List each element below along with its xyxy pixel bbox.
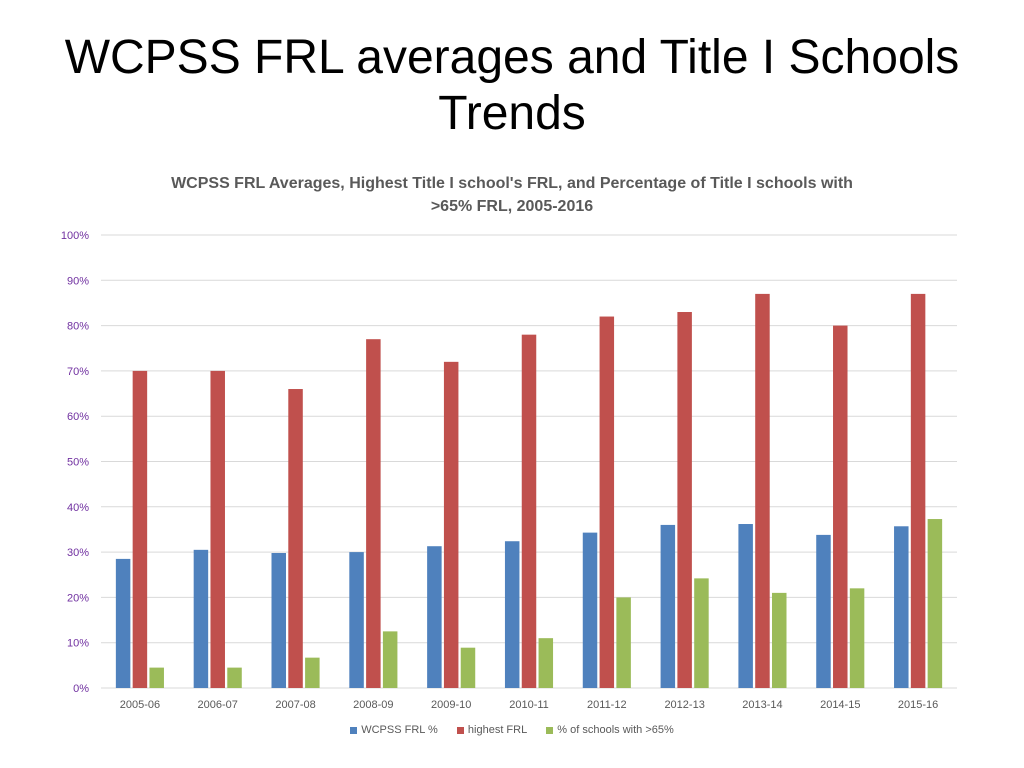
y-tick-label: 40% xyxy=(67,502,89,514)
bar xyxy=(755,293,770,688)
bar xyxy=(660,524,676,688)
bar xyxy=(460,647,476,688)
legend-swatch-wcpss xyxy=(350,726,358,734)
bar xyxy=(427,546,442,688)
bar xyxy=(305,657,320,688)
slide-title: WCPSS FRL averages and Title I Schools T… xyxy=(0,30,1024,142)
legend-label-wcpss: WCPSS FRL % xyxy=(361,724,438,737)
bar xyxy=(382,631,398,688)
y-tick-label: 20% xyxy=(67,592,89,604)
y-tick-label: 70% xyxy=(67,366,89,378)
x-tick-label: 2012-13 xyxy=(664,699,704,711)
bar xyxy=(288,389,303,688)
legend-swatch-highest xyxy=(456,726,464,734)
bar xyxy=(115,558,131,688)
x-tick-label: 2005-06 xyxy=(120,699,160,711)
bar xyxy=(816,534,831,688)
legend-item-highest: highest FRL xyxy=(456,724,528,737)
bar xyxy=(521,334,537,688)
bar xyxy=(210,370,225,688)
bar xyxy=(538,638,554,688)
bar xyxy=(599,316,615,688)
bar xyxy=(772,592,787,688)
legend-swatch-schools xyxy=(546,726,554,734)
x-tick-label: 2011-12 xyxy=(587,699,627,711)
legend-label-schools: % of schools with >65% xyxy=(557,724,674,737)
chart-title: WCPSS FRL Averages, Highest Title I scho… xyxy=(112,172,912,218)
y-tick-label: 90% xyxy=(67,275,89,287)
bar xyxy=(833,325,848,688)
y-tick-label: 50% xyxy=(67,457,89,469)
legend-item-schools: % of schools with >65% xyxy=(546,724,674,737)
bar xyxy=(677,312,692,688)
x-tick-label: 2010-11 xyxy=(509,699,549,711)
x-tick-label: 2009-10 xyxy=(431,699,471,711)
y-tick-label: 30% xyxy=(67,547,89,559)
x-tick-label: 2015-16 xyxy=(898,699,938,711)
bar xyxy=(504,541,520,688)
bar xyxy=(894,526,909,688)
bar xyxy=(271,553,286,688)
legend-item-wcpss: WCPSS FRL % xyxy=(350,724,438,736)
y-tick-label: 0% xyxy=(73,683,89,695)
bar xyxy=(582,532,598,688)
bar xyxy=(227,667,242,688)
x-tick-label: 2008-09 xyxy=(353,699,393,711)
bar xyxy=(738,524,753,688)
x-tick-label: 2013-14 xyxy=(742,699,782,711)
bar xyxy=(849,588,865,688)
bar xyxy=(927,519,943,688)
x-tick-label: 2006-07 xyxy=(198,699,238,711)
bar xyxy=(694,578,709,688)
bar xyxy=(193,549,209,688)
x-tick-label: 2007-08 xyxy=(275,699,315,711)
bar xyxy=(132,370,148,688)
slide-title-line1: WCPSS FRL averages and Title I Schools xyxy=(64,31,960,84)
bar xyxy=(366,339,381,688)
bar xyxy=(149,667,164,688)
chart-title-line2: >65% FRL, 2005-2016 xyxy=(430,198,594,215)
y-tick-label: 60% xyxy=(67,411,89,423)
chart-title-line1: WCPSS FRL Averages, Highest Title I scho… xyxy=(171,175,853,192)
bar xyxy=(349,552,364,688)
bar xyxy=(910,293,926,688)
y-tick-label: 100% xyxy=(61,230,89,242)
legend-label-highest: highest FRL xyxy=(467,724,528,737)
bar xyxy=(616,597,631,688)
chart-legend: WCPSS FRL % highest FRL % of schools wit… xyxy=(0,724,1024,736)
x-tick-label: 2014-15 xyxy=(820,699,860,711)
y-tick-label: 80% xyxy=(67,321,89,333)
y-tick-label: 10% xyxy=(67,638,89,650)
slide-title-line2: Trends xyxy=(438,87,586,140)
bar xyxy=(443,361,459,688)
